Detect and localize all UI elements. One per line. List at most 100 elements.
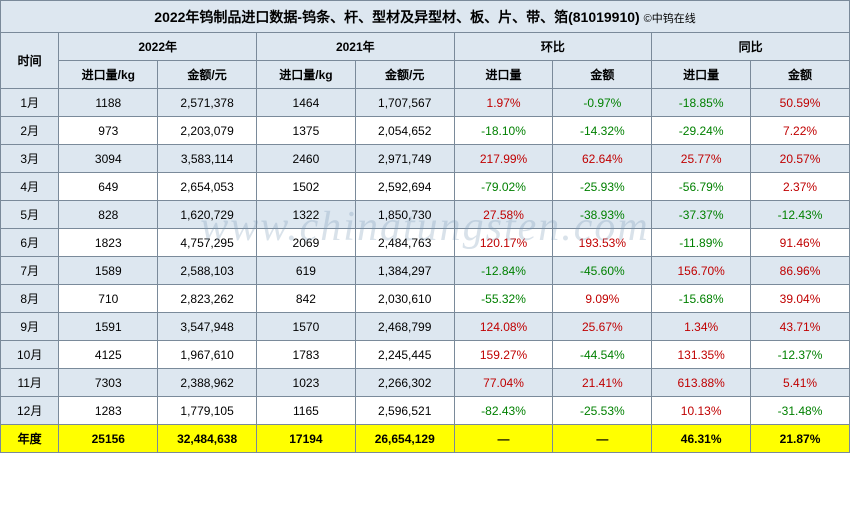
amt-2022-cell: 3,583,114 xyxy=(158,145,257,173)
mom-amt-cell: 9.09% xyxy=(553,285,652,313)
yoy-amt-cell: 5.41% xyxy=(751,369,850,397)
qty-2021-cell: 1165 xyxy=(257,397,356,425)
header-yoy-qty: 进口量 xyxy=(652,61,751,89)
yoy-qty-cell: 156.70% xyxy=(652,257,751,285)
year-yoy-amt-cell: 21.87% xyxy=(751,425,850,453)
qty-2022-cell: 828 xyxy=(59,201,158,229)
title-text: 2022年钨制品进口数据-钨条、杆、型材及异型材、板、片、带、箔(8101991… xyxy=(154,9,639,25)
year-qty-2021-cell: 17194 xyxy=(257,425,356,453)
amt-2021-cell: 2,592,694 xyxy=(355,173,454,201)
month-cell: 1月 xyxy=(1,89,59,117)
header-row-2: 进口量/kg 金额/元 进口量/kg 金额/元 进口量 金额 进口量 金额 xyxy=(1,61,850,89)
mom-qty-cell: 77.04% xyxy=(454,369,553,397)
header-mom-amt: 金额 xyxy=(553,61,652,89)
qty-2021-cell: 1570 xyxy=(257,313,356,341)
mom-qty-cell: 1.97% xyxy=(454,89,553,117)
mom-qty-cell: 159.27% xyxy=(454,341,553,369)
import-data-table: 2022年钨制品进口数据-钨条、杆、型材及异型材、板、片、带、箔(8101991… xyxy=(0,0,850,453)
year-yoy-qty-cell: 46.31% xyxy=(652,425,751,453)
header-qty-2021: 进口量/kg xyxy=(257,61,356,89)
mom-qty-cell: 27.58% xyxy=(454,201,553,229)
yoy-amt-cell: 20.57% xyxy=(751,145,850,173)
qty-2022-cell: 1283 xyxy=(59,397,158,425)
amt-2022-cell: 2,654,053 xyxy=(158,173,257,201)
qty-2022-cell: 973 xyxy=(59,117,158,145)
year-total-row: 年度2515632,484,6381719426,654,129——46.31%… xyxy=(1,425,850,453)
mom-qty-cell: -12.84% xyxy=(454,257,553,285)
year-amt-2021-cell: 26,654,129 xyxy=(355,425,454,453)
table-row: 2月9732,203,07913752,054,652-18.10%-14.32… xyxy=(1,117,850,145)
amt-2022-cell: 1,779,105 xyxy=(158,397,257,425)
year-amt-2022-cell: 32,484,638 xyxy=(158,425,257,453)
yoy-amt-cell: 91.46% xyxy=(751,229,850,257)
qty-2022-cell: 1591 xyxy=(59,313,158,341)
qty-2021-cell: 842 xyxy=(257,285,356,313)
table-row: 7月15892,588,1036191,384,297-12.84%-45.60… xyxy=(1,257,850,285)
yoy-amt-cell: -12.43% xyxy=(751,201,850,229)
mom-amt-cell: -38.93% xyxy=(553,201,652,229)
header-time: 时间 xyxy=(1,33,59,89)
mom-qty-cell: 217.99% xyxy=(454,145,553,173)
table-row: 10月41251,967,61017832,245,445159.27%-44.… xyxy=(1,341,850,369)
amt-2021-cell: 2,596,521 xyxy=(355,397,454,425)
yoy-qty-cell: -56.79% xyxy=(652,173,751,201)
amt-2021-cell: 2,484,763 xyxy=(355,229,454,257)
qty-2021-cell: 1464 xyxy=(257,89,356,117)
table-row: 4月6492,654,05315022,592,694-79.02%-25.93… xyxy=(1,173,850,201)
year-label-cell: 年度 xyxy=(1,425,59,453)
mom-amt-cell: 193.53% xyxy=(553,229,652,257)
yoy-qty-cell: 1.34% xyxy=(652,313,751,341)
qty-2022-cell: 1589 xyxy=(59,257,158,285)
import-data-table-container: 2022年钨制品进口数据-钨条、杆、型材及异型材、板、片、带、箔(8101991… xyxy=(0,0,850,453)
mom-qty-cell: -18.10% xyxy=(454,117,553,145)
mom-amt-cell: -45.60% xyxy=(553,257,652,285)
amt-2021-cell: 2,266,302 xyxy=(355,369,454,397)
table-title: 2022年钨制品进口数据-钨条、杆、型材及异型材、板、片、带、箔(8101991… xyxy=(1,1,850,33)
mom-qty-cell: 120.17% xyxy=(454,229,553,257)
amt-2022-cell: 3,547,948 xyxy=(158,313,257,341)
table-row: 6月18234,757,29520692,484,763120.17%193.5… xyxy=(1,229,850,257)
amt-2022-cell: 4,757,295 xyxy=(158,229,257,257)
month-cell: 4月 xyxy=(1,173,59,201)
amt-2021-cell: 1,850,730 xyxy=(355,201,454,229)
amt-2021-cell: 2,971,749 xyxy=(355,145,454,173)
mom-qty-cell: -82.43% xyxy=(454,397,553,425)
header-yoy: 同比 xyxy=(652,33,850,61)
table-row: 9月15913,547,94815702,468,799124.08%25.67… xyxy=(1,313,850,341)
amt-2022-cell: 1,620,729 xyxy=(158,201,257,229)
qty-2022-cell: 1823 xyxy=(59,229,158,257)
amt-2021-cell: 2,245,445 xyxy=(355,341,454,369)
yoy-amt-cell: 7.22% xyxy=(751,117,850,145)
qty-2022-cell: 7303 xyxy=(59,369,158,397)
qty-2021-cell: 619 xyxy=(257,257,356,285)
yoy-amt-cell: -12.37% xyxy=(751,341,850,369)
month-cell: 10月 xyxy=(1,341,59,369)
qty-2021-cell: 1023 xyxy=(257,369,356,397)
month-cell: 7月 xyxy=(1,257,59,285)
header-2022: 2022年 xyxy=(59,33,257,61)
mom-qty-cell: 124.08% xyxy=(454,313,553,341)
qty-2021-cell: 2069 xyxy=(257,229,356,257)
table-row: 3月30943,583,11424602,971,749217.99%62.64… xyxy=(1,145,850,173)
qty-2022-cell: 3094 xyxy=(59,145,158,173)
yoy-amt-cell: -31.48% xyxy=(751,397,850,425)
table-body: 1月11882,571,37814641,707,5671.97%-0.97%-… xyxy=(1,89,850,453)
mom-amt-cell: -14.32% xyxy=(553,117,652,145)
yoy-qty-cell: 613.88% xyxy=(652,369,751,397)
yoy-amt-cell: 50.59% xyxy=(751,89,850,117)
year-mom-amt-cell: — xyxy=(553,425,652,453)
mom-amt-cell: 21.41% xyxy=(553,369,652,397)
table-row: 8月7102,823,2628422,030,610-55.32%9.09%-1… xyxy=(1,285,850,313)
yoy-qty-cell: -37.37% xyxy=(652,201,751,229)
header-yoy-amt: 金额 xyxy=(751,61,850,89)
yoy-qty-cell: -18.85% xyxy=(652,89,751,117)
table-row: 5月8281,620,72913221,850,73027.58%-38.93%… xyxy=(1,201,850,229)
header-qty-2022: 进口量/kg xyxy=(59,61,158,89)
amt-2022-cell: 2,571,378 xyxy=(158,89,257,117)
month-cell: 8月 xyxy=(1,285,59,313)
year-qty-2022-cell: 25156 xyxy=(59,425,158,453)
month-cell: 12月 xyxy=(1,397,59,425)
mom-amt-cell: -25.93% xyxy=(553,173,652,201)
yoy-qty-cell: 131.35% xyxy=(652,341,751,369)
amt-2021-cell: 1,384,297 xyxy=(355,257,454,285)
